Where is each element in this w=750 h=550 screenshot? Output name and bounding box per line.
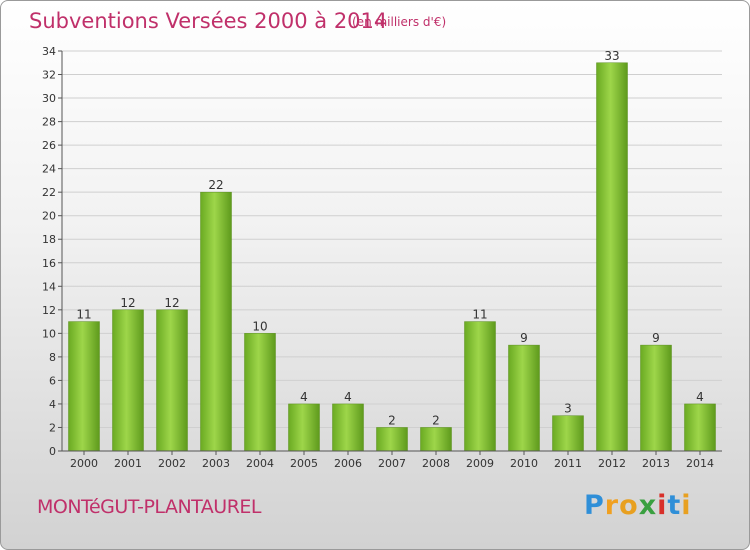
bar-value-label: 3: [564, 402, 572, 416]
bar: [156, 309, 188, 452]
bar-value-label: 22: [208, 178, 223, 192]
x-tick-label: 2010: [510, 457, 538, 470]
y-tick-label: 26: [42, 139, 56, 152]
bar-value-label: 9: [652, 331, 660, 345]
bar-value-label: 12: [120, 296, 135, 310]
bar: [376, 427, 408, 452]
proxiti-logo: Proxiti: [584, 490, 692, 521]
y-tick-label: 14: [42, 280, 56, 293]
logo-letter: o: [619, 490, 639, 521]
bar-value-label: 2: [432, 413, 440, 427]
bar-value-label: 4: [300, 390, 308, 404]
x-tick-label: 2002: [158, 457, 186, 470]
bars: [68, 62, 716, 452]
y-tick-label: 16: [42, 257, 56, 270]
y-tick-label: 22: [42, 186, 56, 199]
y-tick-label: 0: [49, 445, 56, 458]
y-tick-label: 10: [42, 327, 56, 340]
x-tick-label: 2001: [114, 457, 142, 470]
bar: [332, 403, 364, 452]
bar: [244, 333, 276, 452]
x-tick-label: 2009: [466, 457, 494, 470]
x-tick-label: 2008: [422, 457, 450, 470]
y-tick-label: 6: [49, 374, 56, 387]
bar: [112, 309, 144, 452]
y-tick-label: 30: [42, 92, 56, 105]
bar: [684, 403, 716, 452]
x-tick-label: 2005: [290, 457, 318, 470]
x-tick-label: 2003: [202, 457, 230, 470]
bar-value-label: 33: [604, 49, 619, 63]
bar: [420, 427, 452, 452]
bar-value-label: 4: [344, 390, 352, 404]
logo-letter: P: [584, 490, 605, 521]
x-tick-label: 2013: [642, 457, 670, 470]
logo-letter: t: [667, 490, 682, 521]
logo-letter: r: [604, 490, 620, 521]
x-tick-label: 2006: [334, 457, 362, 470]
bar: [288, 403, 320, 452]
x-tick-label: 2007: [378, 457, 406, 470]
x-tick-label: 2004: [246, 457, 274, 470]
x-tick-label: 2012: [598, 457, 626, 470]
bar: [508, 344, 540, 452]
logo-letter: i: [657, 490, 668, 521]
x-tick-label: 2000: [70, 457, 98, 470]
x-tick-label: 2011: [554, 457, 582, 470]
y-tick-label: 34: [42, 45, 56, 58]
logo-letter: x: [638, 490, 658, 521]
bar: [464, 321, 496, 452]
chart-title: Subventions Versées 2000 à 2014: [29, 9, 388, 33]
bar-value-label: 2: [388, 413, 396, 427]
commune-name: MONTéGUT-PLANTAUREL: [37, 496, 262, 518]
bar: [200, 191, 232, 452]
chart-subtitle: (en milliers d'€): [352, 15, 447, 29]
y-tick-label: 18: [42, 233, 56, 246]
bar-value-label: 11: [472, 308, 487, 322]
bar: [68, 321, 100, 452]
bar-value-label: 4: [696, 390, 704, 404]
y-tick-label: 20: [42, 210, 56, 223]
bar-value-label: 12: [164, 296, 179, 310]
logo-letter: i: [681, 490, 692, 521]
bar: [596, 62, 628, 452]
y-tick-label: 28: [42, 116, 56, 129]
bar: [640, 344, 672, 452]
y-tick-label: 2: [49, 421, 56, 434]
y-tick-label: 4: [49, 398, 56, 411]
bar-value-label: 11: [76, 308, 91, 322]
y-tick-label: 12: [42, 304, 56, 317]
bar-value-label: 10: [252, 319, 267, 333]
y-tick-label: 8: [49, 351, 56, 364]
y-tick-label: 24: [42, 163, 56, 176]
bar-value-label: 9: [520, 331, 528, 345]
y-tick-label: 32: [42, 69, 56, 82]
x-tick-label: 2014: [686, 457, 714, 470]
bar: [552, 415, 584, 452]
